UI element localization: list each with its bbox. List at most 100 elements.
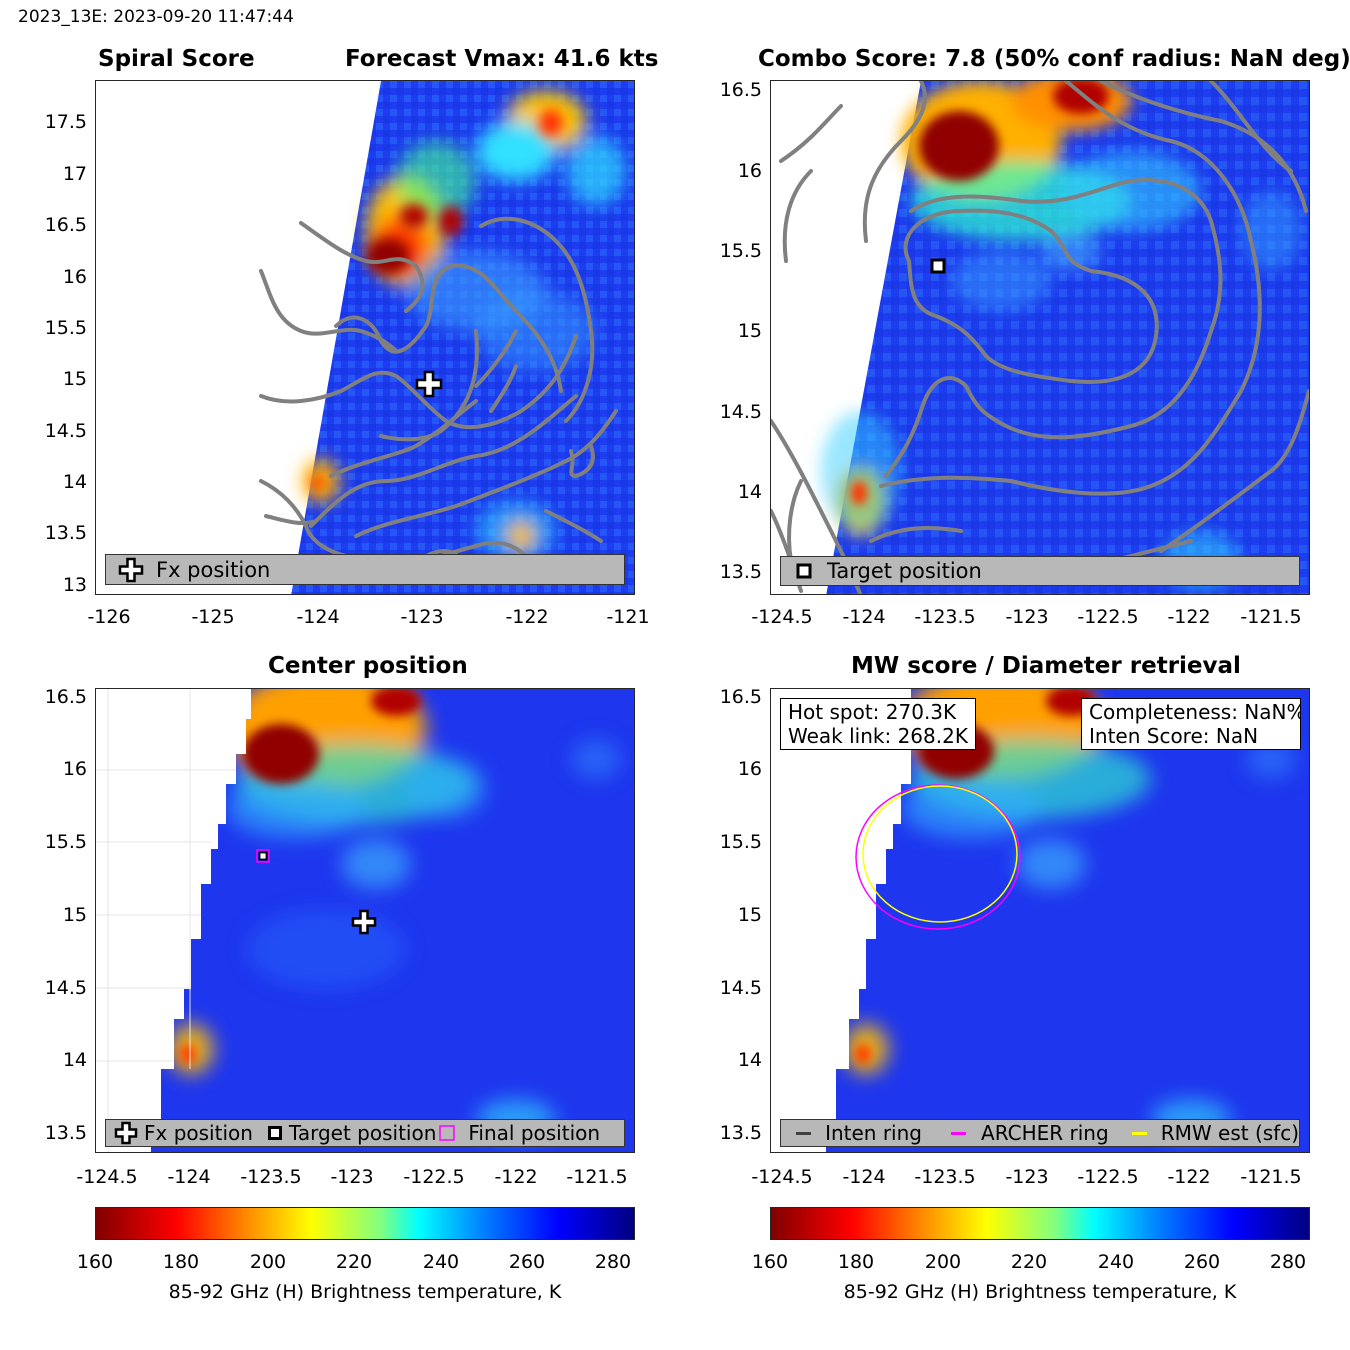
combo-legend-label: Target position — [827, 559, 982, 583]
mw-xtick: -121.5 — [1240, 1166, 1302, 1188]
spiral-ytick: 16 — [62, 266, 87, 288]
mw-ytick: 16.5 — [719, 686, 762, 708]
combo-ytick: 16.5 — [719, 79, 762, 101]
inten-ring-legend-swatch — [796, 1131, 812, 1135]
combo-title: Combo Score: 7.8 (50% conf radius: NaN d… — [758, 46, 1350, 72]
combo-plot-area[interactable]: Target position — [770, 80, 1310, 595]
archer-ring-legend-swatch — [950, 1131, 967, 1135]
center-ytick: 16 — [62, 758, 87, 780]
completeness-text: Completeness: NaN% — [1089, 700, 1301, 724]
colorbar-right — [770, 1207, 1310, 1240]
center-ytick: 15 — [62, 904, 87, 926]
colorbar-right-tick: 180 — [837, 1251, 875, 1273]
center-target-marker — [256, 849, 270, 863]
combo-xtick: -123.5 — [914, 606, 976, 628]
fx-position-legend-icon — [114, 1121, 138, 1145]
colorbar-right-tick: 220 — [1010, 1251, 1048, 1273]
colorbar-right-tick: 240 — [1097, 1251, 1135, 1273]
figure-header: 2023_13E: 2023-09-20 11:47:44 — [18, 7, 294, 27]
spiral-legend-label: Fx position — [156, 557, 271, 582]
archer-ring — [855, 784, 1021, 930]
mw-legend-rmw: RMW est (sfc) — [1160, 1121, 1300, 1145]
combo-xtick: -124 — [842, 606, 886, 628]
combo-ytick: 15 — [737, 320, 762, 342]
center-xtick: -122.5 — [403, 1166, 465, 1188]
mw-hotspot-box: Hot spot: 270.3K Weak link: 268.2K — [780, 698, 976, 750]
colorbar-right-tick: 160 — [751, 1251, 789, 1273]
colorbar-right-tick: 200 — [924, 1251, 962, 1273]
center-ytick: 13.5 — [44, 1122, 87, 1144]
combo-xtick: -121.5 — [1240, 606, 1302, 628]
colorbar-right-label: 85-92 GHz (H) Brightness temperature, K — [843, 1281, 1237, 1303]
mw-plot-area[interactable]: Hot spot: 270.3K Weak link: 268.2K Compl… — [770, 688, 1310, 1153]
colorbar-left-tick: 160 — [76, 1251, 114, 1273]
spiral-xtick: -122 — [505, 606, 549, 628]
mw-ytick: 15.5 — [719, 831, 762, 853]
inten-score-text: Inten Score: NaN — [1089, 724, 1259, 748]
mw-ytick: 15 — [737, 904, 762, 926]
center-plot-area[interactable]: Fx position Target position Final positi… — [95, 688, 635, 1153]
colorbar-left-tick: 260 — [508, 1251, 546, 1273]
fx-position-legend-icon — [118, 557, 144, 583]
spiral-ytick: 14 — [62, 471, 87, 493]
mw-xtick: -124.5 — [751, 1166, 813, 1188]
center-ytick: 14.5 — [44, 977, 87, 999]
target-position-legend-icon — [795, 562, 813, 580]
colorbar-left-tick: 200 — [249, 1251, 287, 1273]
combo-heatmap — [771, 81, 1309, 594]
spiral-ytick: 15.5 — [44, 317, 87, 339]
spiral-fx-marker — [415, 370, 443, 398]
center-fx-marker — [351, 909, 377, 935]
spiral-heatmap — [259, 81, 634, 594]
center-xtick: -123 — [330, 1166, 374, 1188]
spiral-xtick: -123 — [400, 606, 444, 628]
center-legend-target: Target position — [288, 1121, 437, 1145]
mw-ytick: 14.5 — [719, 977, 762, 999]
rmw-legend-swatch — [1131, 1131, 1147, 1135]
colorbar-left-tick: 240 — [422, 1251, 460, 1273]
mw-title: MW score / Diameter retrieval — [851, 653, 1241, 679]
colorbar-left-tick: 280 — [594, 1251, 632, 1273]
combo-legend: Target position — [780, 556, 1300, 586]
mw-xtick: -123 — [1005, 1166, 1049, 1188]
spiral-ytick: 13.5 — [44, 522, 87, 544]
spiral-xtick: -126 — [87, 606, 131, 628]
colorbar-right-tick: 280 — [1269, 1251, 1307, 1273]
center-heatmap — [96, 689, 634, 1152]
hot-spot-text: Hot spot: 270.3K — [788, 700, 957, 724]
spiral-ytick: 16.5 — [44, 214, 87, 236]
combo-ytick: 13.5 — [719, 561, 762, 583]
center-xtick: -124.5 — [76, 1166, 138, 1188]
combo-xtick: -124.5 — [751, 606, 813, 628]
mw-xtick: -123.5 — [914, 1166, 976, 1188]
center-xtick: -124 — [167, 1166, 211, 1188]
center-title: Center position — [268, 653, 468, 679]
colorbar-left-label: 85-92 GHz (H) Brightness temperature, K — [168, 1281, 562, 1303]
center-xtick: -122 — [494, 1166, 538, 1188]
mw-ytick: 14 — [737, 1049, 762, 1071]
spiral-xtick: -125 — [191, 606, 235, 628]
colorbar-right-tick: 260 — [1183, 1251, 1221, 1273]
mw-heatmap — [771, 689, 1309, 1152]
spiral-plot-area[interactable]: Fx position — [95, 80, 635, 595]
weak-link-text: Weak link: 268.2K — [788, 724, 968, 748]
colorbar-left-tick: 180 — [162, 1251, 200, 1273]
colorbar-left-tick: 220 — [335, 1251, 373, 1273]
mw-xtick: -122.5 — [1077, 1166, 1139, 1188]
colorbar-left — [95, 1207, 635, 1240]
mw-xtick: -122 — [1167, 1166, 1211, 1188]
rmw-ring — [862, 785, 1018, 923]
spiral-ytick: 17.5 — [44, 111, 87, 133]
mw-legend-archer: ARCHER ring — [981, 1121, 1109, 1145]
combo-ytick: 14 — [737, 481, 762, 503]
target-position-legend-icon — [267, 1125, 283, 1141]
combo-ytick: 14.5 — [719, 401, 762, 423]
spiral-legend: Fx position — [105, 554, 625, 585]
spiral-title-right: Forecast Vmax: 41.6 kts — [345, 46, 659, 72]
center-ytick: 16.5 — [44, 686, 87, 708]
center-legend-final: Final position — [468, 1121, 601, 1145]
combo-xtick: -123 — [1005, 606, 1049, 628]
spiral-ytick: 17 — [62, 163, 87, 185]
center-xtick: -123.5 — [240, 1166, 302, 1188]
final-position-legend-icon — [438, 1124, 456, 1142]
